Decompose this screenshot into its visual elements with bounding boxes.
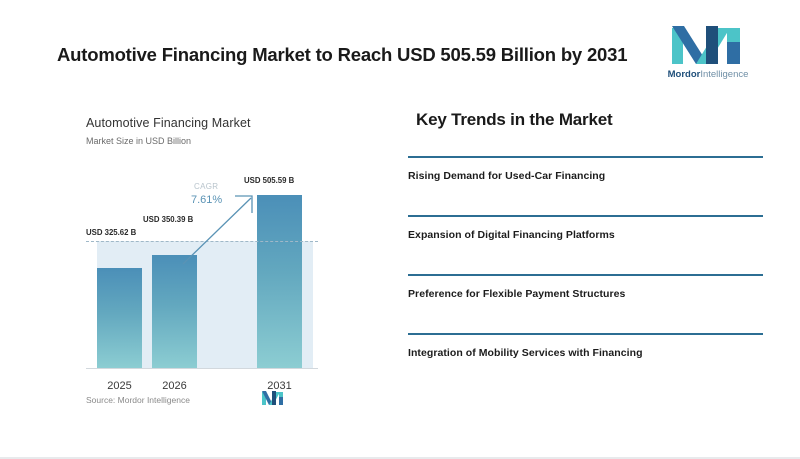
trends-heading: Key Trends in the Market — [416, 110, 613, 129]
trend-item-2: Expansion of Digital Financing Platforms — [408, 215, 763, 274]
brand-wordmark: MordorIntelligence — [662, 70, 754, 80]
trend-label: Expansion of Digital Financing Platforms — [408, 229, 615, 241]
bar-chart-plot: USD 325.62 B USD 350.39 B USD 505.59 B C… — [86, 168, 318, 392]
bar-value-label-2026: USD 350.39 B — [143, 215, 194, 224]
bar-value-label-2025: USD 325.62 B — [86, 228, 137, 237]
key-trends-panel: Key Trends in the Market Rising Demand f… — [408, 110, 763, 392]
trend-item-3: Preference for Flexible Payment Structur… — [408, 274, 763, 333]
cagr-label: CAGR — [194, 182, 219, 191]
chart-panel: Automotive Financing Market Market Size … — [75, 108, 330, 408]
bar-2026 — [152, 255, 197, 368]
chart-subtitle: Market Size in USD Billion — [86, 136, 192, 146]
brand-name-light: Intelligence — [700, 69, 749, 80]
chart-baseline-axis — [86, 367, 318, 369]
mordor-intelligence-mi-monogram-icon — [670, 22, 746, 66]
bar-value-label-2031: USD 505.59 B — [244, 176, 295, 185]
bar-2031 — [257, 195, 302, 368]
trend-label: Preference for Flexible Payment Structur… — [408, 288, 626, 300]
x-axis-label-2026: 2026 — [162, 380, 187, 392]
brand-logo: MordorIntelligence — [662, 22, 754, 88]
brand-name-bold: Mordor — [667, 69, 701, 80]
cagr-value: 7.61% — [191, 194, 223, 206]
chart-title: Automotive Financing Market — [86, 116, 251, 130]
reference-dashed-line — [86, 241, 318, 242]
source-brand-icon — [261, 390, 285, 406]
trend-item-4: Integration of Mobility Services with Fi… — [408, 333, 763, 392]
trend-item-1: Rising Demand for Used-Car Financing — [408, 156, 763, 215]
x-axis-label-2031: 2031 — [267, 380, 292, 392]
bar-2025 — [97, 268, 142, 368]
trend-label: Rising Demand for Used-Car Financing — [408, 170, 606, 182]
x-axis-label-2025: 2025 — [107, 380, 132, 392]
chart-source: Source: Mordor Intelligence — [86, 395, 190, 405]
page-title: Automotive Financing Market to Reach USD… — [57, 44, 628, 65]
trend-label: Integration of Mobility Services with Fi… — [408, 347, 643, 359]
